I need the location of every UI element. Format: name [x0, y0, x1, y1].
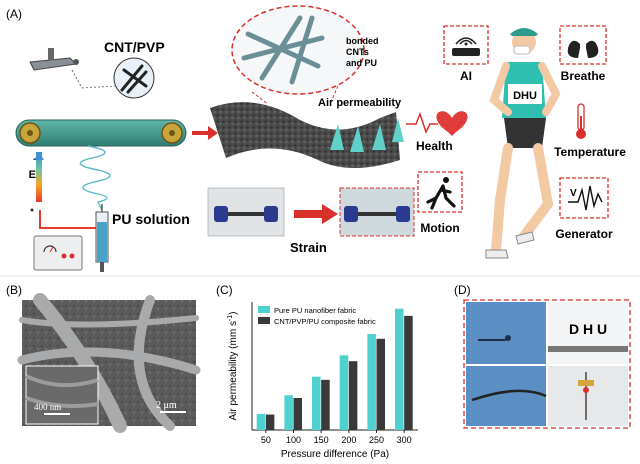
- svg-text:V: V: [570, 188, 577, 199]
- wifi-router-icon: [452, 37, 480, 56]
- legend-swatch: [258, 317, 270, 324]
- bar-pure-pu: [256, 414, 266, 430]
- pu-solution-label: PU solution: [112, 211, 190, 227]
- legend-swatch: [258, 306, 270, 313]
- x-tick-label: 200: [341, 435, 356, 445]
- cnt-bundle-icon: [120, 64, 148, 94]
- x-axis-label: Pressure difference (Pa): [281, 449, 389, 460]
- sem-inset: [25, 365, 99, 425]
- panel-c: (C) 50 100 150 200 250 300 Pressure difference…: [216, 283, 418, 460]
- lungs-icon: [567, 32, 599, 58]
- bonded-fibers-icon: [241, 15, 325, 85]
- generator-label: Generator: [555, 227, 613, 241]
- motion-label: Motion: [420, 221, 459, 235]
- scale-small-label: 400 nm: [34, 402, 61, 412]
- voltage-wave-icon: V: [568, 185, 603, 211]
- nanofiber-fabric: [210, 102, 400, 168]
- electrospinning-jet: [79, 145, 111, 211]
- y-axis-label: Air permeability (mm s-1): [227, 311, 239, 420]
- thermometer-icon: [576, 103, 586, 139]
- panel-c-label: (C): [216, 283, 233, 297]
- legend-label: Pure PU nanofiber fabric: [274, 306, 356, 315]
- e-field-gradient: [36, 152, 42, 202]
- panel-a-label: (A): [6, 7, 22, 21]
- x-tick-label: 250: [369, 435, 384, 445]
- bar-composite: [293, 398, 303, 430]
- x-tick-label: 150: [314, 435, 329, 445]
- bar-composite: [348, 361, 358, 430]
- panel-d: (D) D H U: [454, 283, 631, 429]
- airflow-arrows: [330, 118, 404, 152]
- air-permeability-chart: 50 100 150 200 250 300 Pressure difference (Pa…: [227, 302, 418, 460]
- high-voltage-wire: [39, 210, 98, 229]
- x-tick-label: 50: [261, 435, 271, 445]
- dhu-text: D H U: [569, 321, 607, 337]
- conveyor-belt: [15, 119, 187, 147]
- bar-pure-pu: [367, 334, 376, 430]
- minus-sign: -: [33, 154, 36, 165]
- panel-d-label: (D): [454, 283, 471, 297]
- demo-photo-2: [548, 302, 628, 364]
- bonded-text-3: and PU: [346, 58, 377, 68]
- pulse-line: [406, 111, 438, 134]
- bonded-text-2: CNTs: [346, 47, 369, 57]
- ai-label: AI: [460, 69, 472, 83]
- bar-pure-pu: [395, 308, 404, 430]
- bar-pure-pu: [312, 376, 321, 430]
- bar-composite: [376, 338, 386, 430]
- bonded-text-1: bonded: [346, 36, 379, 46]
- syringe-icon: [95, 204, 109, 272]
- airbrush-icon: [29, 48, 83, 89]
- bar-composite: [321, 379, 330, 430]
- jersey-text: DHU: [513, 90, 537, 102]
- sem-fibers: [17, 293, 201, 433]
- power-supply-icon: [33, 235, 83, 271]
- panel-b-label: (B): [6, 283, 22, 297]
- breathe-icon-box: [559, 25, 607, 65]
- runner-illustration: [485, 28, 561, 259]
- legend-label: CNT/PVP/PU composite fabric: [274, 317, 376, 326]
- x-tick-label: 100: [286, 435, 301, 445]
- panel-a: (A) CNT/PVP E -: [6, 5, 626, 272]
- bar-composite: [404, 315, 413, 430]
- strain-label: Strain: [290, 240, 327, 255]
- scale-large-label: 2 μm: [156, 400, 177, 411]
- e-field-label: E: [29, 169, 36, 181]
- bar-composite: [265, 414, 275, 430]
- bar-pure-pu: [284, 395, 293, 430]
- temperature-label: Temperature: [554, 145, 626, 159]
- breathe-label: Breathe: [561, 69, 606, 83]
- running-person-icon: [426, 177, 456, 210]
- x-tick-label: 300: [397, 435, 412, 445]
- health-label: Health: [416, 139, 453, 153]
- demo-photo-3: [466, 366, 546, 426]
- cnt-pvp-label: CNT/PVP: [104, 39, 165, 55]
- demo-photo-4: [548, 366, 628, 426]
- panel-b: (B) 400 nm 2 μm: [6, 283, 201, 433]
- bar-pure-pu: [339, 355, 349, 430]
- heart-icon: [436, 111, 468, 136]
- air-permeability-label: Air permeability: [318, 97, 402, 109]
- demo-photo-1: [466, 302, 546, 364]
